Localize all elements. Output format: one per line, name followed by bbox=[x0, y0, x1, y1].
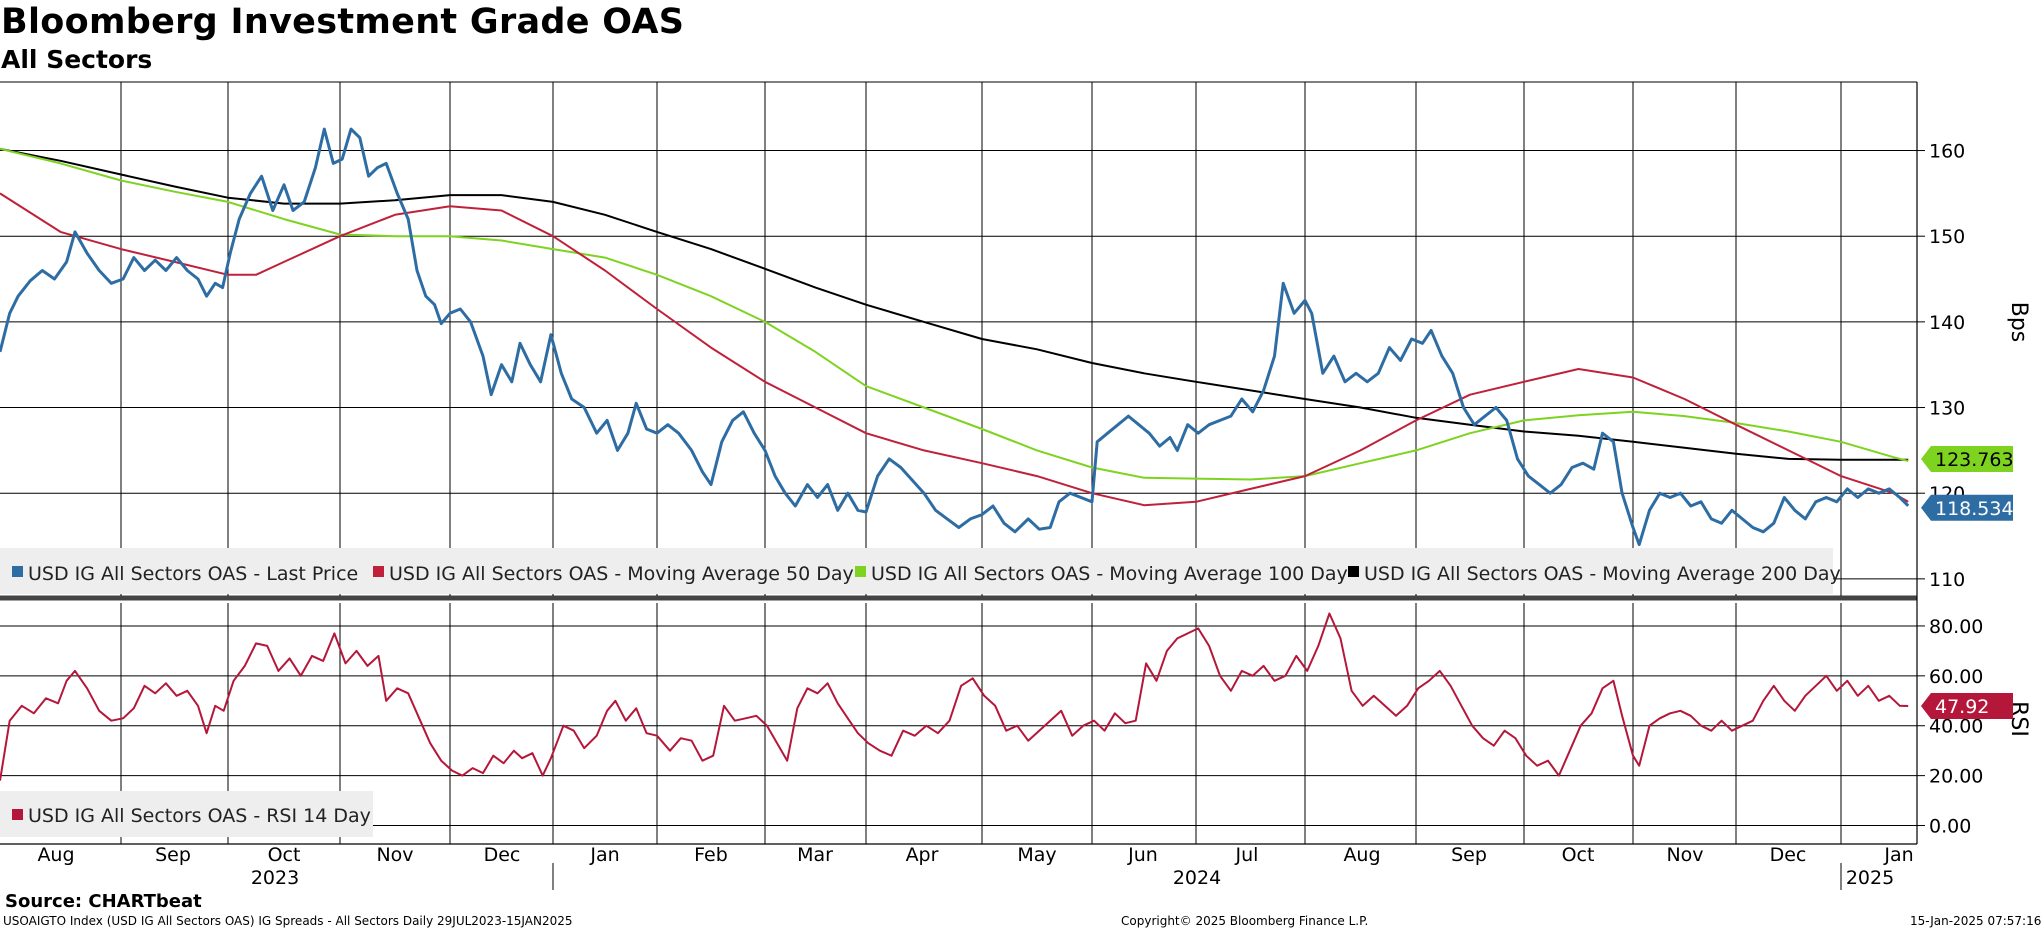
month-tick-label: Nov bbox=[376, 844, 413, 866]
rsi-legend-box bbox=[0, 791, 373, 837]
timestamp: 15-Jan-2025 07:57:16 bbox=[1910, 914, 2041, 928]
last-value-ma100-bg bbox=[1921, 445, 2013, 472]
main-ylabel: Bps bbox=[2006, 302, 2031, 343]
main-ytick-label: 160 bbox=[1929, 141, 1965, 163]
rsi-ytick-label: 60.00 bbox=[1929, 666, 1983, 688]
chart-axes: 1101201301401501600.0020.0040.0060.0080.… bbox=[37, 141, 2031, 890]
legend-swatch-ma200 bbox=[1348, 566, 1359, 577]
series-line-rsi bbox=[0, 612, 1909, 781]
rsi-ytick-label: 80.00 bbox=[1929, 616, 1983, 638]
legend-swatch-ma50 bbox=[373, 566, 384, 577]
month-tick-label: Aug bbox=[37, 844, 74, 866]
month-tick-label: Oct bbox=[1562, 844, 1595, 866]
chart-background bbox=[0, 81, 1918, 845]
legend-swatch-ma100 bbox=[855, 566, 866, 577]
month-tick-label: Sep bbox=[155, 844, 191, 866]
main-ytick-label: 130 bbox=[1929, 398, 1965, 420]
chart-title: Bloomberg Investment Grade OAS bbox=[1, 2, 685, 42]
month-tick-label: Dec bbox=[1770, 844, 1807, 866]
month-tick-label: Jul bbox=[1235, 844, 1259, 866]
copyright-note: Copyright© 2025 Bloomberg Finance L.P. bbox=[1121, 914, 1369, 928]
month-tick-label: Mar bbox=[797, 844, 833, 866]
legend-label-rsi[interactable]: USD IG All Sectors OAS - RSI 14 Day bbox=[28, 805, 371, 827]
last-value-rsi: 47.92 bbox=[1935, 696, 1989, 718]
last-value-price-bg bbox=[1921, 494, 2013, 521]
source-note: Source: CHARTbeat bbox=[5, 891, 202, 912]
rsi-ytick-label: 20.00 bbox=[1929, 766, 1983, 788]
month-tick-label: Nov bbox=[1666, 844, 1703, 866]
series-line-ma200 bbox=[0, 147, 1909, 461]
legend-swatch-rsi bbox=[12, 809, 23, 820]
main-ytick-label: 110 bbox=[1929, 569, 1965, 591]
month-tick-label: Jan bbox=[589, 844, 619, 866]
series-line-last_price bbox=[0, 127, 1910, 547]
series-line-ma100 bbox=[0, 147, 1909, 481]
month-tick-label: Sep bbox=[1451, 844, 1487, 866]
main-ytick-label: 140 bbox=[1929, 312, 1965, 334]
rsi-ytick-label: 40.00 bbox=[1929, 716, 1983, 738]
month-tick-label: Feb bbox=[694, 844, 728, 866]
legend-label-last_price[interactable]: USD IG All Sectors OAS - Last Price bbox=[28, 563, 358, 585]
chart-subtitle: All Sectors bbox=[1, 45, 153, 74]
month-tick-label: Aug bbox=[1343, 844, 1380, 866]
month-tick-label: May bbox=[1017, 844, 1056, 866]
legend-swatch-last_price bbox=[12, 566, 23, 577]
series-line-ma50 bbox=[0, 192, 1909, 507]
chart-legend[interactable]: USD IG All Sectors OAS - Last Price USD I… bbox=[0, 548, 1841, 837]
year-label: 2024 bbox=[1173, 867, 1221, 889]
main-ytick-label: 150 bbox=[1929, 226, 1965, 248]
month-tick-label: Jun bbox=[1127, 844, 1158, 866]
month-tick-label: Jan bbox=[1883, 844, 1913, 866]
month-tick-label: Apr bbox=[906, 844, 939, 866]
legend-label-ma50[interactable]: USD IG All Sectors OAS - Moving Average … bbox=[389, 563, 854, 585]
chart-series bbox=[0, 127, 1910, 781]
legend-label-ma100[interactable]: USD IG All Sectors OAS - Moving Average … bbox=[871, 563, 1348, 585]
last-value-rsi-bg bbox=[1921, 692, 2013, 719]
year-label: 2023 bbox=[251, 867, 299, 889]
rsi-ytick-label: 0.00 bbox=[1929, 816, 1971, 838]
main-legend-box bbox=[0, 548, 1833, 594]
last-value-ma100: 123.763 bbox=[1935, 449, 2014, 471]
month-tick-label: Oct bbox=[268, 844, 301, 866]
index-description: USOAIGTO Index (USD IG All Sectors OAS) … bbox=[3, 914, 573, 928]
last-value-price: 118.534 bbox=[1935, 498, 2014, 520]
year-label: 2025 bbox=[1846, 867, 1894, 889]
legend-label-ma200[interactable]: USD IG All Sectors OAS - Moving Average … bbox=[1364, 563, 1841, 585]
month-tick-label: Dec bbox=[484, 844, 521, 866]
last-value-badges: 123.763 118.534 47.92 bbox=[1921, 445, 2014, 719]
